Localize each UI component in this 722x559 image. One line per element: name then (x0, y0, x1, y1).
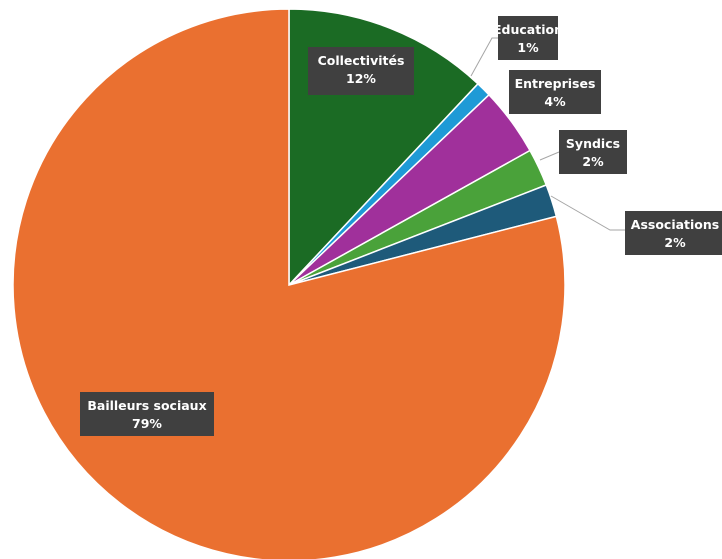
data-label: Education 1% (493, 16, 563, 60)
data-label-box (498, 16, 558, 60)
data-label-category: Bailleurs sociaux (87, 398, 206, 413)
leader-line (550, 195, 625, 231)
data-label: Entreprises 4% (509, 70, 601, 114)
leader-line (539, 151, 560, 161)
data-label-percent: 1% (517, 40, 539, 55)
data-label-box (625, 211, 722, 255)
pie-slices (12, 8, 566, 559)
data-label-category: Collectivités (318, 53, 405, 68)
data-label-box (559, 130, 627, 174)
data-label: Collectivités 12% (308, 47, 414, 95)
data-label: Syndics 2% (559, 130, 627, 174)
data-label-box (308, 47, 414, 95)
data-label-category: Associations (631, 217, 719, 232)
data-labels: Collectivités 12% Education 1% Entreprises 4%… (80, 16, 722, 436)
data-label-box (509, 70, 601, 114)
data-label-percent: 12% (346, 71, 376, 86)
data-label-percent: 2% (664, 235, 686, 250)
data-label-percent: 2% (582, 154, 604, 169)
data-label-category: Education (493, 22, 563, 37)
leader-line (470, 37, 498, 77)
leader-lines (470, 37, 625, 231)
data-label-category: Entreprises (515, 76, 596, 91)
data-label: Associations 2% (625, 211, 722, 255)
data-label-percent: 79% (132, 416, 162, 431)
data-label: Bailleurs sociaux 79% (80, 392, 214, 436)
data-label-category: Syndics (566, 136, 620, 151)
data-label-percent: 4% (544, 94, 566, 109)
data-label-box (80, 392, 214, 436)
